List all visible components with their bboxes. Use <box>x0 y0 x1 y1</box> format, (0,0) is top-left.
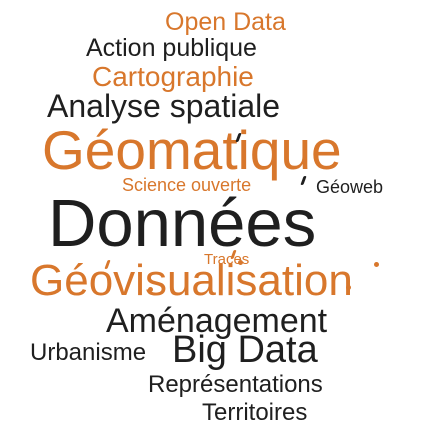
word-big-data: Big Data <box>172 329 318 371</box>
filler-dot <box>238 260 243 265</box>
word-analyse-spatiale: Analyse spatiale <box>47 88 281 124</box>
word-urbanisme: Urbanisme <box>30 339 147 366</box>
word-science-ouverte: Science ouverte <box>122 175 252 195</box>
word-geomatique: Géomatique <box>42 119 342 181</box>
word-territoires: Territoires <box>202 399 308 426</box>
word-action-publique: Action publique <box>86 34 257 62</box>
filler-dot <box>346 285 351 290</box>
word-amenagement: Aménagement <box>106 302 328 340</box>
word-open-data: Open Data <box>165 8 286 36</box>
word-cartographie: Cartographie <box>92 61 254 92</box>
filler-dot <box>374 262 379 267</box>
word-geovisualisation: Géovisualisation <box>30 256 353 305</box>
filler-dot <box>148 287 153 292</box>
word-representations: Représentations <box>148 371 323 398</box>
word-donnees: Données <box>48 186 317 261</box>
word-geoweb: Géoweb <box>316 177 384 197</box>
word-traces: Traces <box>204 251 250 268</box>
